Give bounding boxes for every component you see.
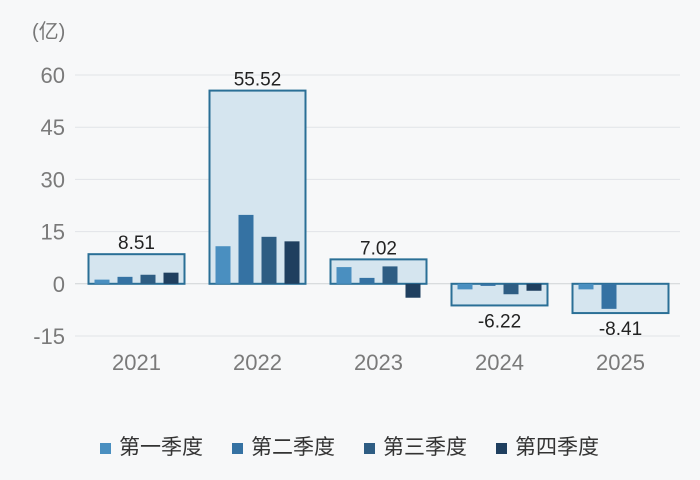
bar-2022-q2 — [238, 214, 254, 284]
total-box-2025 — [571, 282, 670, 315]
total-label-2023: 7.02 — [360, 238, 397, 259]
x-tick-labels: 2021 2022 2023 2024 2025 — [112, 350, 645, 375]
bar-2022-q4 — [284, 241, 300, 284]
y-tick-label: 15 — [41, 220, 65, 245]
legend-entry: 第四季度 — [515, 436, 599, 459]
total-label-2022: 55.52 — [234, 70, 282, 91]
y-tick-label: 30 — [41, 167, 65, 192]
legend-entry: 第一季度 — [119, 436, 203, 459]
x-tick-label: 2024 — [475, 350, 524, 375]
bar-2025-q1 — [578, 283, 594, 290]
legend-entry: 第二季度 — [251, 436, 335, 459]
legend-swatch — [100, 443, 111, 454]
y-tick-label: 60 — [41, 63, 65, 88]
x-tick-label: 2022 — [233, 350, 282, 375]
quarter-bars — [94, 214, 617, 309]
bar-2021-q1 — [94, 279, 110, 284]
bar-2023-q4 — [405, 283, 421, 298]
total-label-2025: -8.41 — [599, 319, 642, 340]
total-labels: 8.51 55.52 7.02 -6.22 -8.41 — [118, 70, 642, 340]
bar-2024-q2 — [480, 283, 496, 286]
y-tick-label: -15 — [33, 324, 65, 349]
y-tick-labels: -15 0 15 30 45 60 — [33, 63, 65, 349]
bar-2022-q1 — [215, 246, 231, 284]
total-label-2021: 8.51 — [118, 233, 155, 254]
bar-2023-q3 — [382, 266, 398, 284]
bar-2025-q2 — [601, 283, 617, 309]
legend-entry: 第三季度 — [383, 436, 467, 459]
bar-2024-q4 — [526, 283, 542, 291]
x-tick-label: 2023 — [354, 350, 403, 375]
bar-2021-q4 — [163, 272, 179, 284]
x-tick-label: 2021 — [112, 350, 161, 375]
legend-swatch — [496, 443, 507, 454]
bar-2021-q2 — [117, 276, 133, 284]
bar-2021-q3 — [140, 274, 156, 284]
bar-2022-q3 — [261, 236, 277, 284]
y-unit-label: (亿) — [32, 20, 65, 43]
x-tick-label: 2025 — [596, 350, 645, 375]
bar-2024-q3 — [503, 283, 519, 295]
legend: 第一季度 第二季度 第三季度 第四季度 — [100, 436, 599, 459]
y-tick-label: 0 — [53, 272, 65, 297]
legend-swatch — [232, 443, 243, 454]
total-box-2024 — [450, 282, 549, 307]
bar-2023-q1 — [336, 267, 352, 284]
y-tick-label: 45 — [41, 115, 65, 140]
bar-2024-q1 — [457, 283, 473, 290]
total-label-2024: -6.22 — [478, 311, 521, 332]
bar-2023-q2 — [359, 277, 375, 284]
legend-swatch — [364, 443, 375, 454]
